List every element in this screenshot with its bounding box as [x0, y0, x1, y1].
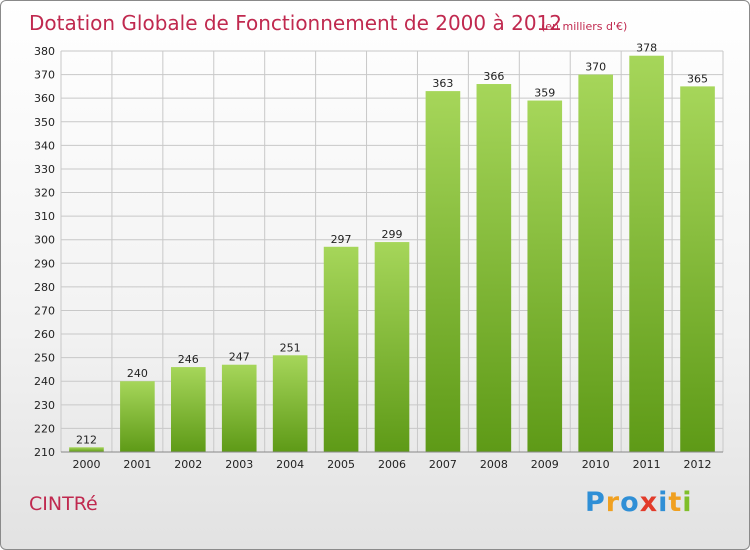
y-tick-label: 260	[34, 328, 55, 341]
y-tick-label: 270	[34, 304, 55, 317]
commune-name: CINTRé	[29, 493, 98, 515]
bar	[69, 447, 104, 452]
data-label: 359	[534, 87, 555, 100]
bar	[120, 381, 155, 452]
data-label: 363	[432, 77, 453, 90]
logo-letter: t	[668, 487, 683, 518]
x-tick-label: 2008	[480, 458, 508, 471]
data-label: 247	[229, 351, 250, 364]
y-tick-label: 300	[34, 234, 55, 247]
data-label: 212	[76, 433, 97, 446]
bar-layer: 212 240 246 247 251 297 299 363 366 359 370 378 365	[69, 42, 715, 453]
x-tick-label: 2006	[378, 458, 406, 471]
y-tick-label: 210	[34, 446, 55, 459]
data-label: 297	[331, 233, 352, 246]
chart-title: Dotation Globale de Fonctionnement de 20…	[29, 11, 562, 35]
chart-subtitle: (en milliers d'€)	[541, 20, 627, 33]
logo-letter: i	[658, 487, 669, 518]
logo-letter: o	[620, 487, 640, 518]
bar	[272, 355, 308, 452]
y-tick-label: 350	[34, 116, 55, 129]
logo-letter: i	[682, 487, 693, 518]
x-tick-label: 2011	[633, 458, 661, 471]
y-tick-label: 330	[34, 163, 55, 176]
logo-letter: x	[639, 487, 659, 518]
data-label: 299	[382, 228, 403, 241]
x-tick-label: 2010	[582, 458, 610, 471]
bar	[170, 367, 206, 452]
y-tick-label: 220	[34, 422, 55, 435]
bar	[578, 74, 614, 453]
bar	[629, 55, 664, 452]
bar	[221, 364, 257, 452]
logo-letter: P	[585, 487, 606, 518]
y-tick-label: 340	[34, 139, 55, 152]
data-label: 246	[178, 353, 199, 366]
data-label: 365	[687, 72, 708, 85]
x-tick-label: 2009	[531, 458, 559, 471]
x-tick-label: 2000	[72, 458, 100, 471]
y-tick-label: 320	[34, 187, 55, 200]
x-tick-label: 2003	[225, 458, 253, 471]
logo-letter: r	[605, 487, 621, 518]
bar	[323, 246, 359, 452]
x-tick-label: 2005	[327, 458, 355, 471]
data-label: 366	[483, 70, 504, 83]
bar	[680, 86, 715, 452]
data-label: 378	[636, 42, 657, 55]
x-tick-label: 2004	[276, 458, 304, 471]
y-tick-label: 310	[34, 210, 55, 223]
data-label: 370	[585, 61, 606, 74]
bar	[476, 84, 512, 452]
data-label: 251	[280, 341, 301, 354]
x-tick-label: 2001	[123, 458, 151, 471]
bar	[527, 100, 563, 453]
x-tick-label: 2007	[429, 458, 457, 471]
x-tick-label: 2002	[174, 458, 202, 471]
bar	[374, 242, 410, 452]
y-tick-label: 250	[34, 352, 55, 365]
y-tick-label: 380	[34, 45, 55, 58]
y-tick-label: 290	[34, 257, 55, 270]
axis-layer: 210 220 230 240 250 260 270 280 290 300 310 320 330 3…	[34, 45, 723, 471]
y-tick-label: 360	[34, 92, 55, 105]
y-tick-label: 240	[34, 375, 55, 388]
x-tick-label: 2012	[684, 458, 712, 471]
y-tick-label: 280	[34, 281, 55, 294]
y-tick-label: 230	[34, 399, 55, 412]
bar	[425, 91, 461, 452]
data-label: 240	[127, 367, 148, 380]
proxiti-logo: Proxiti	[585, 487, 693, 518]
y-tick-label: 370	[34, 69, 55, 82]
